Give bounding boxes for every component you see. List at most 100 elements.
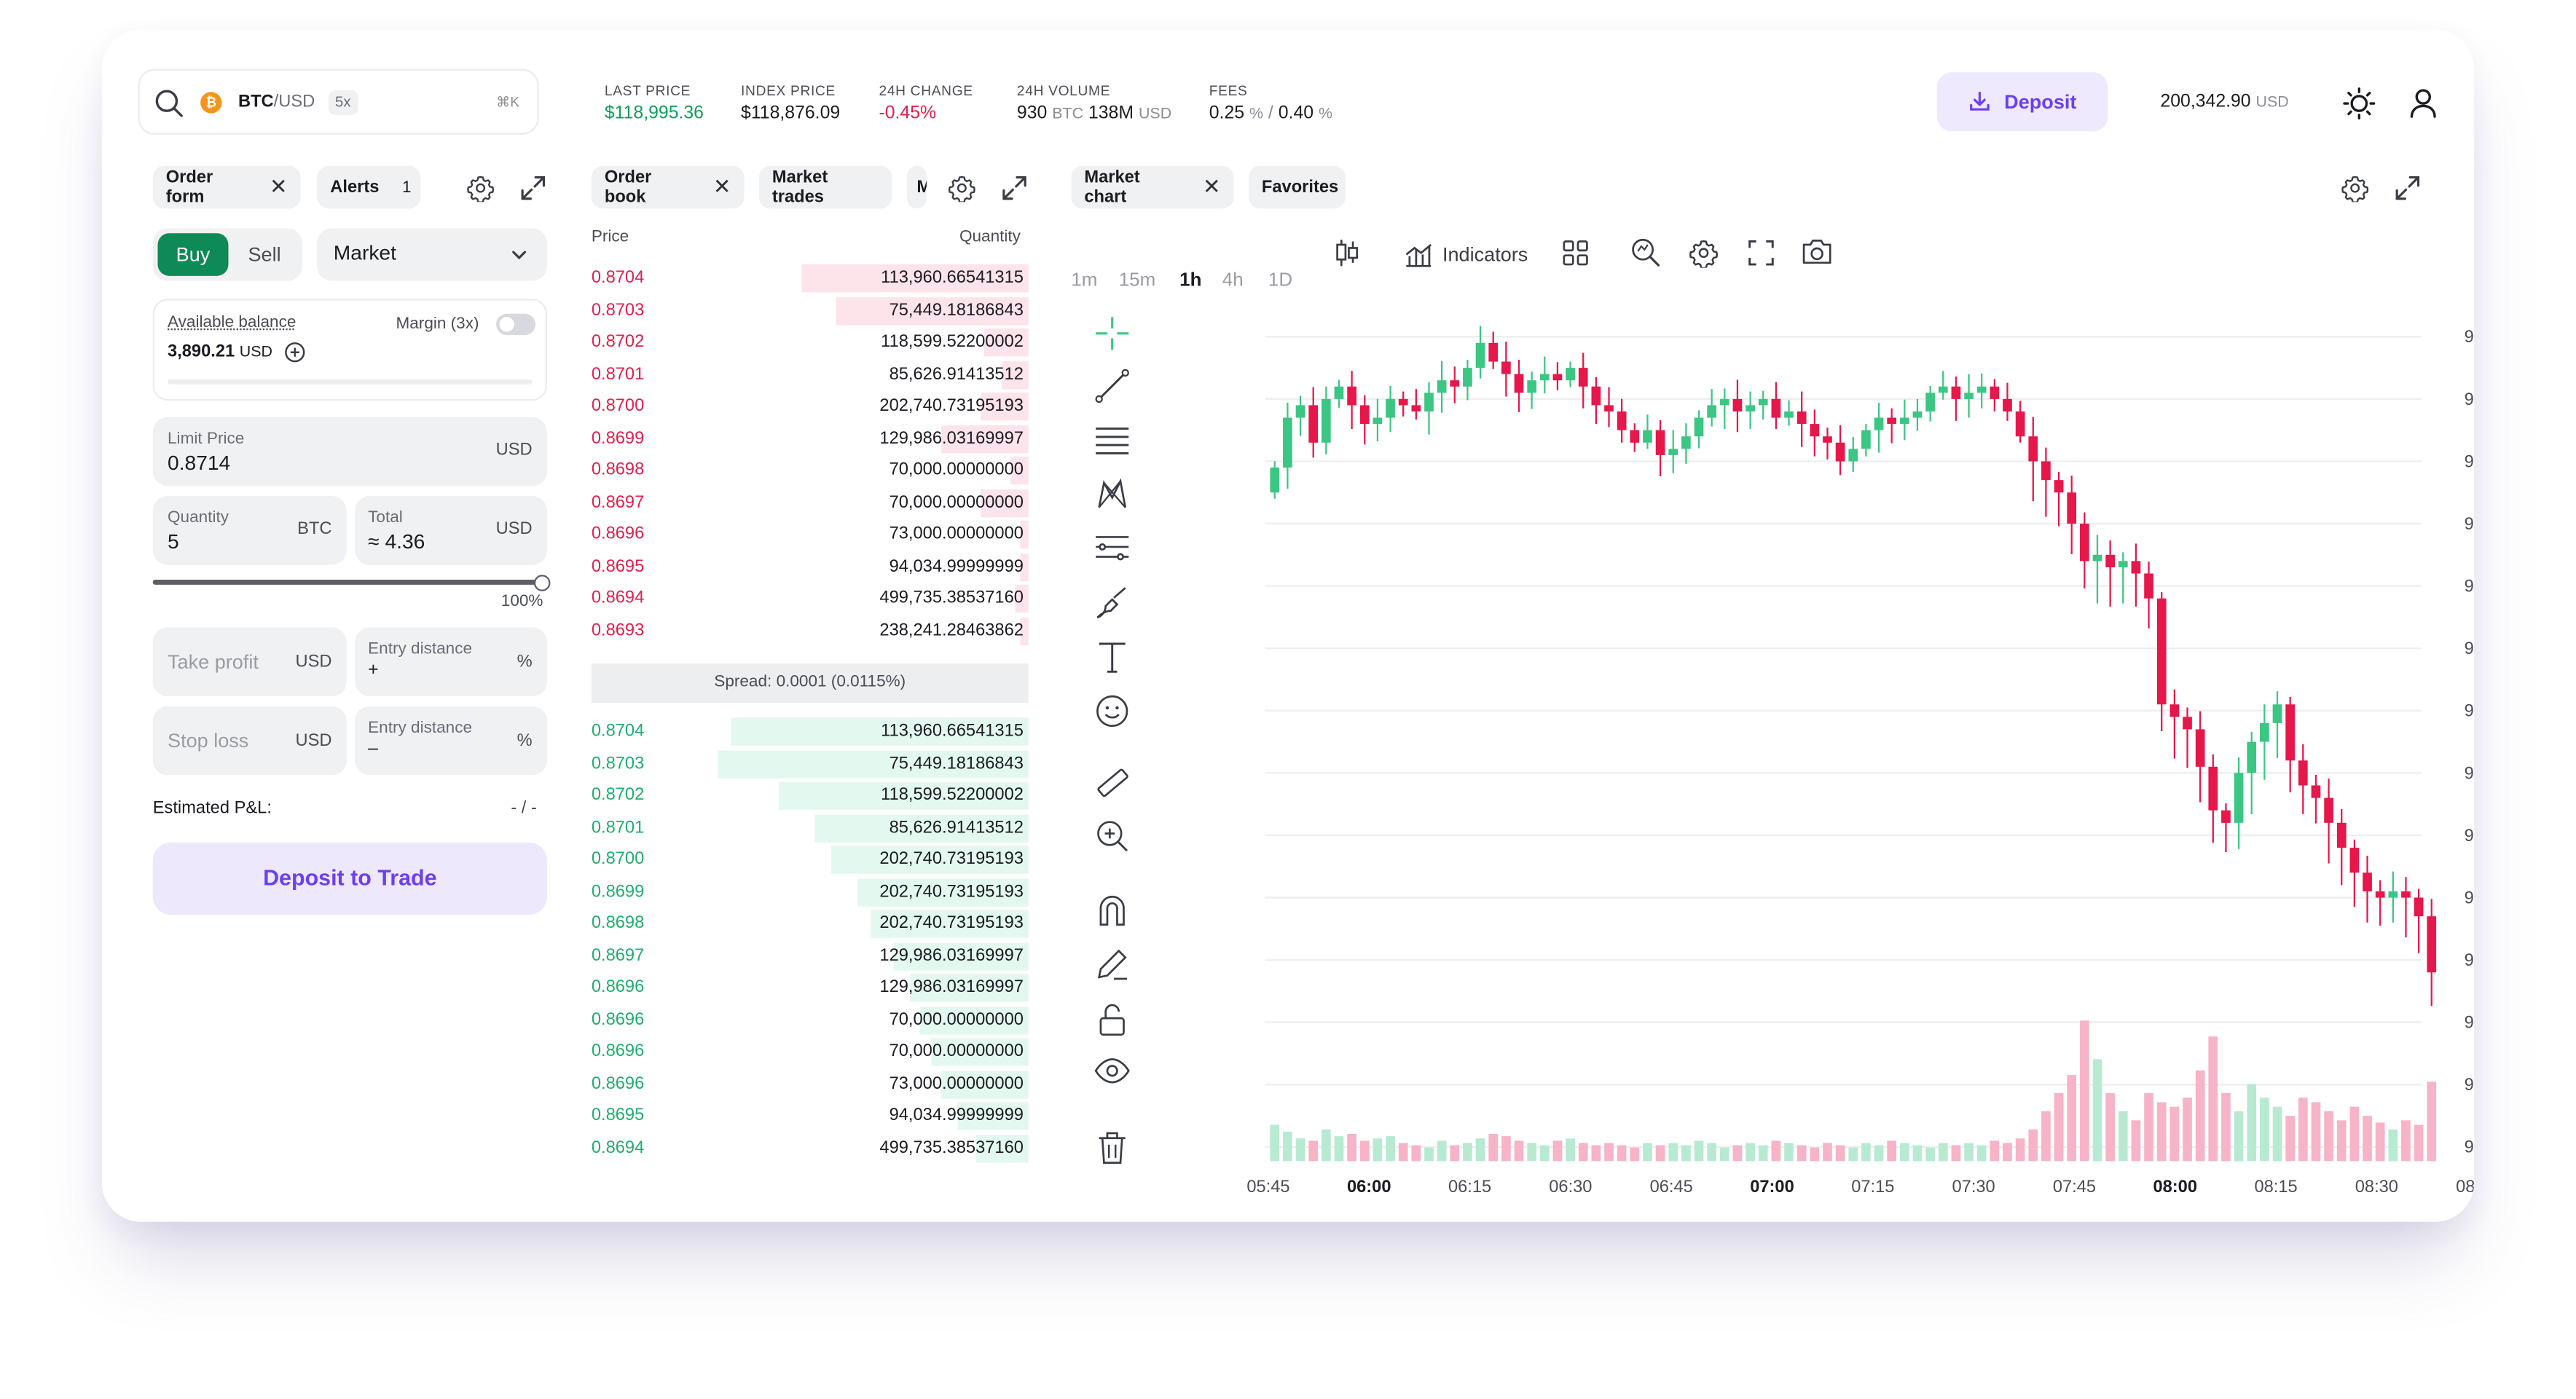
bid-row[interactable]: 0.8695 94,034.99999999 [592, 1100, 1029, 1132]
magnifier-zoom-icon[interactable] [1094, 818, 1131, 854]
bid-price: 0.8696 [592, 1041, 644, 1061]
bid-row[interactable]: 0.8696 70,000.00000000 [592, 1004, 1029, 1036]
bid-row[interactable]: 0.8703 75,449.18186843 [592, 748, 1029, 780]
theme-toggle-sun-icon[interactable] [2343, 87, 2376, 120]
tab-overflow[interactable]: M [907, 166, 927, 209]
bid-row[interactable]: 0.8702 118,599.52200002 [592, 780, 1029, 812]
order-type-select[interactable]: Market [317, 228, 547, 280]
stop-loss-distance-field[interactable]: Entry distance – % [355, 706, 547, 776]
limit-price-field[interactable]: Limit Price 0.8714 USD [153, 417, 547, 486]
candle-body [2247, 742, 2256, 773]
bid-row[interactable]: 0.8696 73,000.00000000 [592, 1068, 1029, 1100]
magnet-icon[interactable] [1094, 892, 1131, 929]
expand-icon[interactable] [2394, 174, 2422, 202]
chart-settings-gear-icon[interactable] [1689, 238, 1719, 268]
ask-price: 0.8693 [592, 620, 644, 639]
emoji-icon[interactable] [1094, 693, 1131, 730]
deposit-button[interactable]: Deposit [1937, 72, 2108, 131]
ask-row[interactable]: 0.8703 75,449.18186843 [592, 295, 1029, 327]
tab-alerts[interactable]: Alerts 1 [317, 166, 420, 209]
margin-toggle[interactable] [496, 314, 535, 335]
indicators-button[interactable]: Indicators [1405, 238, 1528, 271]
stop-loss-field[interactable]: Stop loss USD [153, 706, 347, 776]
camera-icon[interactable] [1801, 238, 1834, 266]
ask-row[interactable]: 0.8701 85,626.91413512 [592, 359, 1029, 391]
sell-button[interactable]: Sell [232, 233, 297, 276]
volume-bar [1424, 1148, 1434, 1162]
ask-row[interactable]: 0.8697 70,000.00000000 [592, 487, 1029, 519]
user-profile-icon[interactable] [2408, 87, 2438, 120]
slider-thumb[interactable] [534, 575, 551, 591]
candle-body [2118, 561, 2128, 567]
volume-bar [1360, 1140, 1370, 1161]
trash-icon[interactable] [1094, 1130, 1131, 1167]
settings-gear-icon[interactable] [2341, 174, 2369, 202]
ask-row[interactable]: 0.8699 129,986.03169997 [592, 423, 1029, 455]
ask-row[interactable]: 0.8694 499,735.38537160 [592, 583, 1029, 615]
tab-market-chart[interactable]: Market chart ✕ [1071, 166, 1233, 209]
settings-gear-icon[interactable] [948, 174, 975, 202]
take-profit-field[interactable]: Take profit USD [153, 627, 347, 696]
trend-line-icon[interactable] [1094, 368, 1131, 404]
tab-favorites[interactable]: Favorites [1249, 166, 1346, 209]
settings-gear-icon[interactable] [466, 174, 494, 202]
tab-market-trades[interactable]: Market trades [759, 166, 892, 209]
fullscreen-icon[interactable] [1748, 240, 1774, 266]
ask-row[interactable]: 0.8693 238,241.28463862 [592, 615, 1029, 647]
bid-row[interactable]: 0.8697 129,986.03169997 [592, 940, 1029, 972]
close-icon[interactable]: ✕ [270, 174, 288, 200]
layout-grid-icon[interactable] [1563, 240, 1589, 266]
ask-row[interactable]: 0.8695 94,034.99999999 [592, 551, 1029, 583]
timeframe-4h[interactable]: 4h [1222, 271, 1244, 291]
take-profit-distance-field[interactable]: Entry distance + % [355, 627, 547, 696]
deposit-to-trade-button[interactable]: Deposit to Trade [153, 843, 547, 915]
pattern-tool-icon[interactable] [1094, 476, 1131, 513]
horizontal-lines-icon[interactable] [1094, 422, 1131, 459]
available-balance-label[interactable]: Available balance [168, 314, 296, 332]
bid-row[interactable]: 0.8701 85,626.91413512 [592, 812, 1029, 844]
ask-row[interactable]: 0.8698 70,000.00000000 [592, 455, 1029, 487]
timeframe-1h[interactable]: 1h [1179, 271, 1201, 291]
zoom-in-icon[interactable] [1630, 237, 1661, 268]
ask-row[interactable]: 0.8704 113,960.66541315 [592, 263, 1029, 295]
expand-icon[interactable] [519, 174, 547, 202]
expand-icon[interactable] [1000, 174, 1028, 202]
crosshair-icon[interactable] [1094, 315, 1131, 352]
close-icon[interactable]: ✕ [713, 174, 731, 200]
ask-row[interactable]: 0.8700 202,740.73195193 [592, 391, 1029, 423]
fib-tool-icon[interactable] [1094, 530, 1131, 567]
visibility-eye-icon[interactable] [1094, 1055, 1131, 1091]
total-field[interactable]: Total ≈ 4.36 USD [355, 496, 547, 565]
bid-row[interactable]: 0.8694 499,735.38537160 [592, 1132, 1029, 1164]
timeframe-1d[interactable]: 1D [1268, 271, 1292, 291]
text-tool-icon[interactable] [1094, 639, 1131, 675]
ask-row[interactable]: 0.8702 118,599.52200002 [592, 327, 1029, 359]
tab-order-form[interactable]: Order form ✕ [153, 166, 301, 209]
draw-lock-pencil-icon[interactable] [1094, 946, 1131, 982]
price-chart[interactable]: 96,500 96,400 96,300 96,200 96,100 96,000 95,9… [1153, 292, 2474, 1195]
total-unit: USD [496, 519, 533, 539]
bid-row[interactable]: 0.8700 202,740.73195193 [592, 844, 1029, 876]
quantity-field[interactable]: Quantity 5 BTC [153, 496, 347, 565]
bid-row[interactable]: 0.8704 113,960.66541315 [592, 716, 1029, 748]
bid-row[interactable]: 0.8696 70,000.00000000 [592, 1036, 1029, 1068]
ruler-icon[interactable] [1094, 765, 1131, 802]
close-icon[interactable]: ✕ [1203, 174, 1221, 200]
ask-row[interactable]: 0.8696 73,000.00000000 [592, 519, 1029, 551]
bid-row[interactable]: 0.8698 202,740.73195193 [592, 908, 1029, 940]
bid-row[interactable]: 0.8696 129,986.03169997 [592, 972, 1029, 1004]
volume-bar [1515, 1140, 1524, 1161]
market-search[interactable]: ₿ BTC/USD 5x ⌘K [138, 69, 538, 135]
bid-price: 0.8700 [592, 849, 644, 869]
buy-button[interactable]: Buy [157, 233, 228, 276]
volume-bar [1450, 1146, 1459, 1162]
timeframe-1m[interactable]: 1m [1071, 271, 1097, 291]
bid-row[interactable]: 0.8699 202,740.73195193 [592, 876, 1029, 908]
brush-icon[interactable] [1094, 585, 1131, 621]
add-funds-icon[interactable] [284, 342, 305, 363]
quantity-slider[interactable] [153, 575, 547, 591]
candlestick-type-icon[interactable] [1335, 238, 1359, 268]
unlock-icon[interactable] [1094, 1002, 1131, 1039]
tab-order-book[interactable]: Order book ✕ [592, 166, 745, 209]
timeframe-15m[interactable]: 15m [1119, 271, 1155, 291]
